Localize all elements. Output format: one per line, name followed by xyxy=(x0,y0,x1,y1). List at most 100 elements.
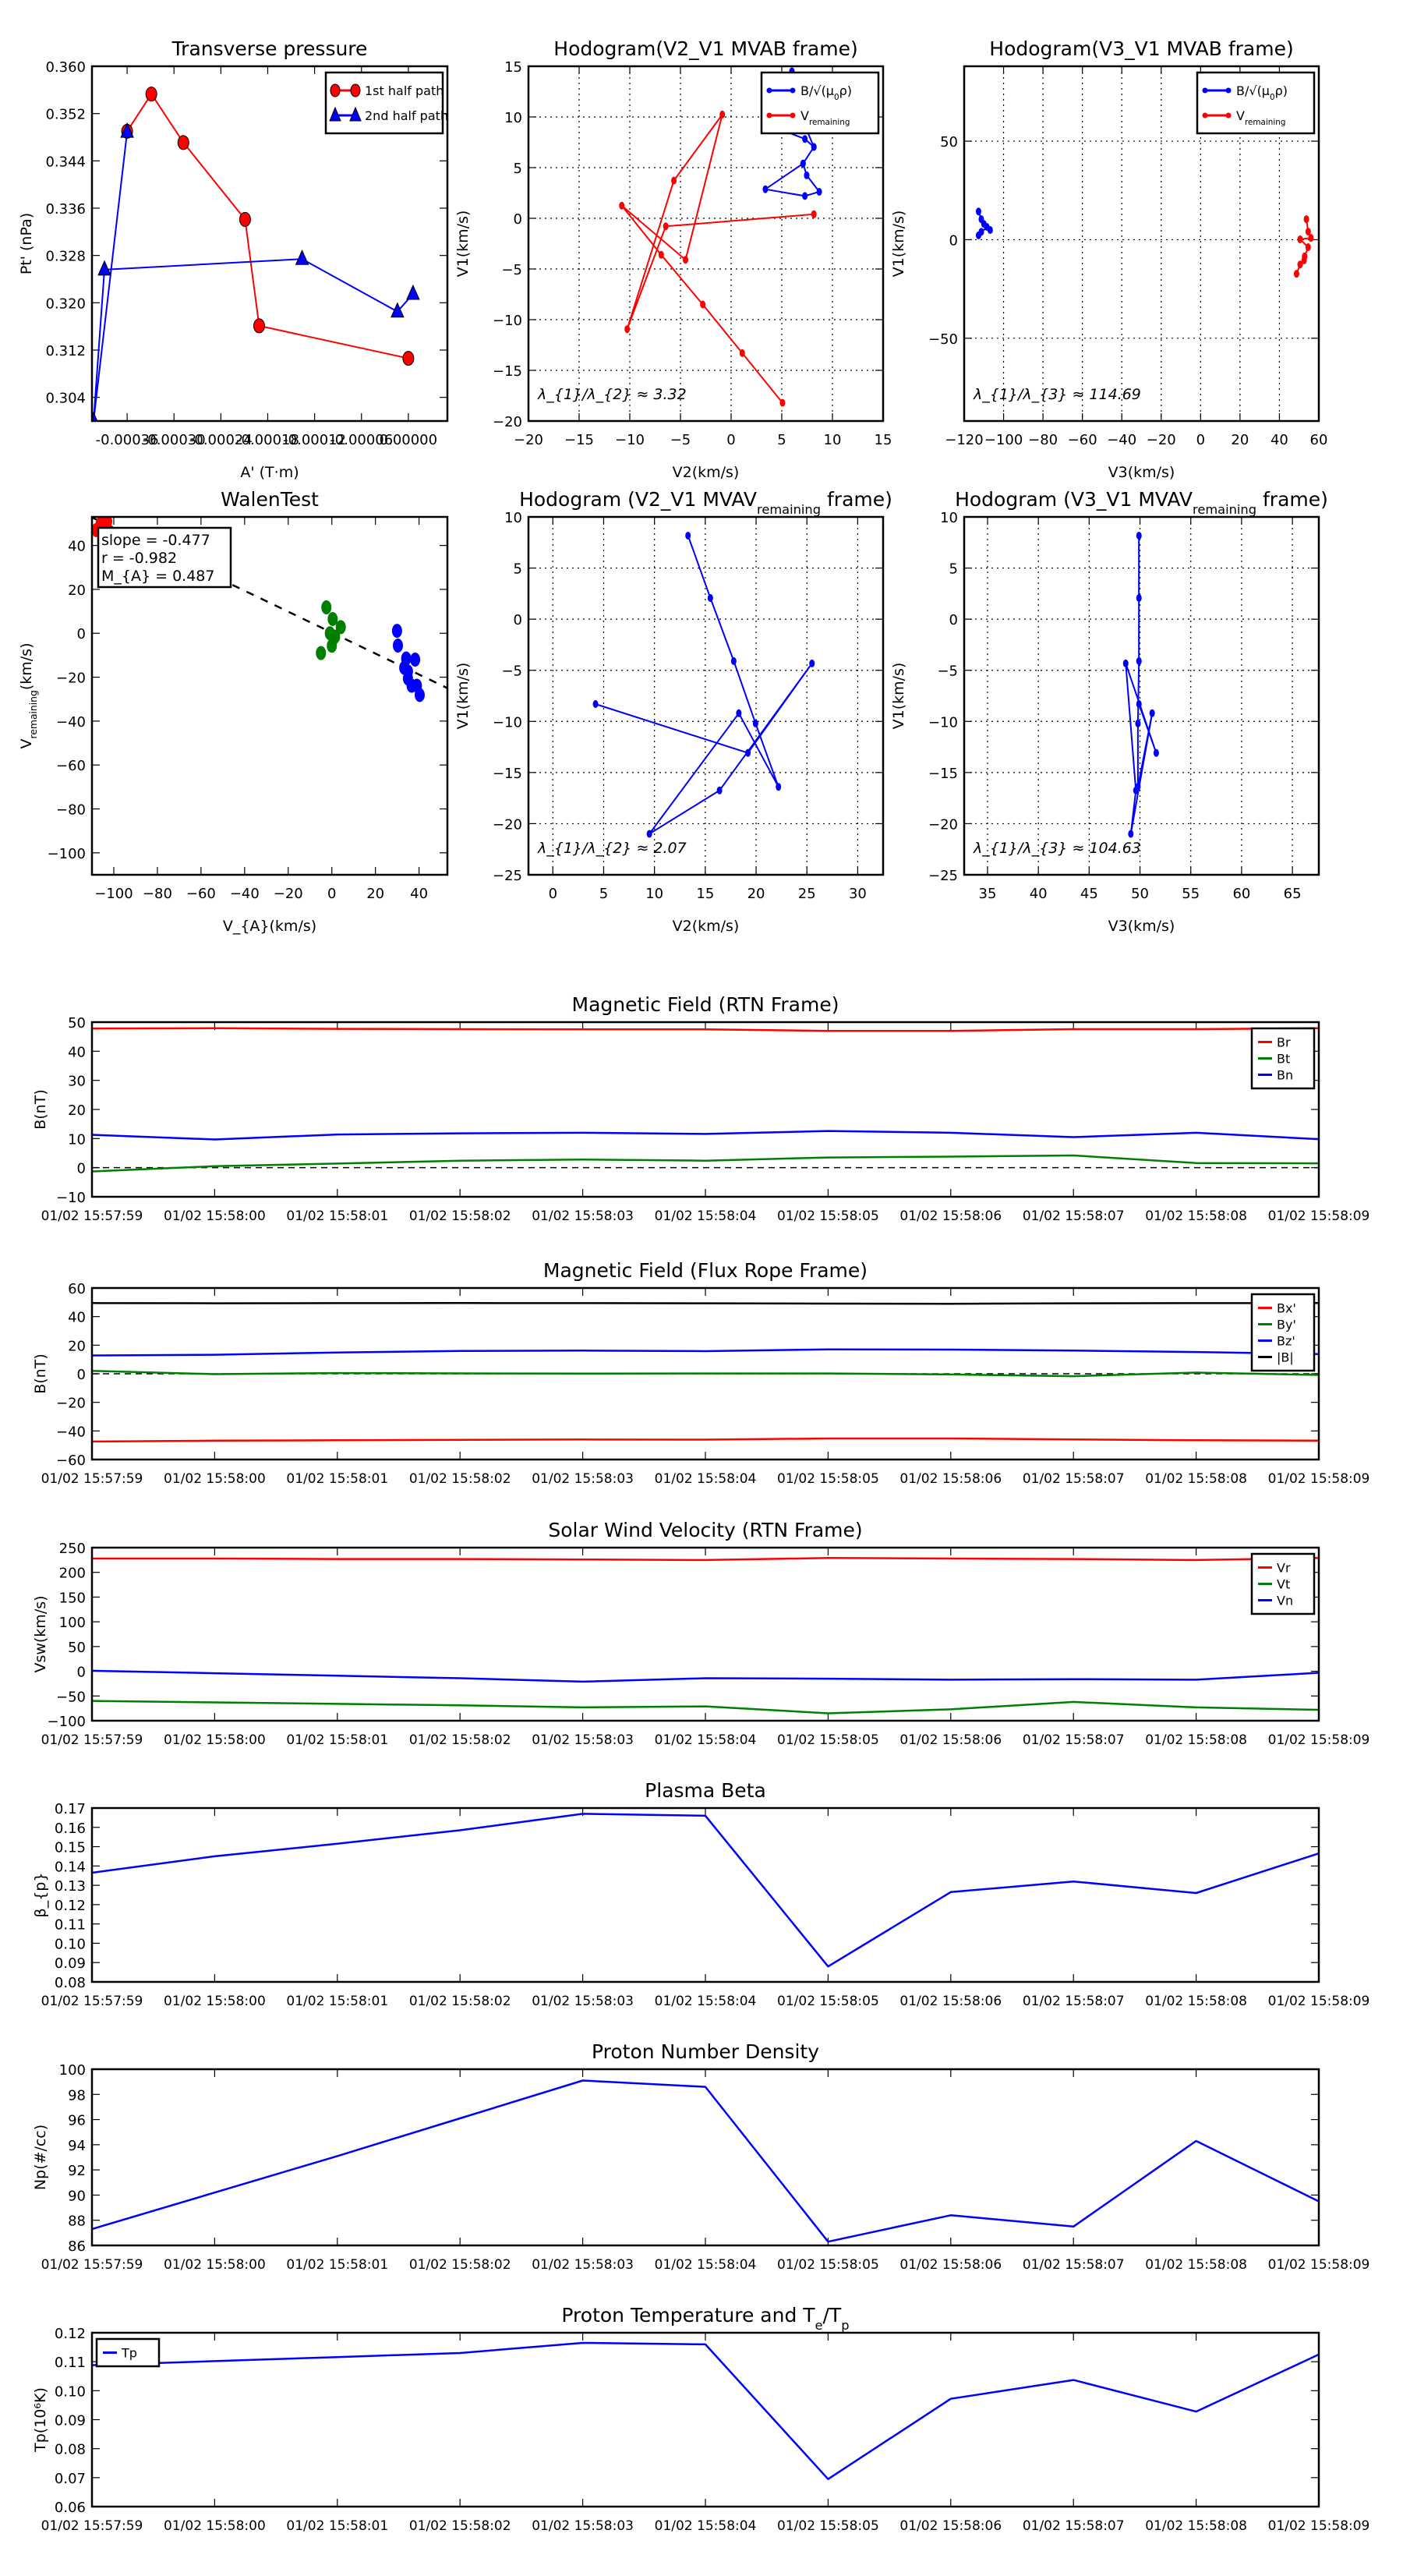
chart-proton-number-density: Proton Number Density 01/02 15:57:59 01/02… xyxy=(32,2040,1369,2273)
x-tick-label: 01/02 15:57:59 xyxy=(41,2257,143,2273)
y-tick-label: 0.08 xyxy=(55,1975,86,1991)
y-tick-label: 0.360 xyxy=(45,59,86,76)
legend-marker xyxy=(1202,112,1208,119)
chart-title: Hodogram(V2_V1 MVAB frame) xyxy=(553,37,857,60)
x-tick-label: 01/02 15:58:04 xyxy=(655,2257,757,2273)
y-tick-label: 94 xyxy=(68,2138,86,2154)
y-axis-label: V1(km/s) xyxy=(890,211,907,278)
x-tick-label: 60 xyxy=(1232,886,1250,902)
y-tick-label: 96 xyxy=(68,2113,86,2129)
y-tick-label: −20 xyxy=(493,414,522,430)
chart-title: Magnetic Field (RTN Frame) xyxy=(572,993,839,1016)
y-axis-label: V1(km/s) xyxy=(454,663,472,730)
y-tick-label: 88 xyxy=(68,2213,86,2230)
data-point xyxy=(97,260,111,276)
legend-marker xyxy=(329,106,341,122)
y-tick-label: 0 xyxy=(514,612,522,628)
data-point xyxy=(1305,228,1311,236)
data-point xyxy=(802,192,808,200)
data-point xyxy=(1149,709,1155,717)
y-tick-label: 200 xyxy=(59,1566,86,1582)
plot-area xyxy=(92,1027,1319,1173)
series-bx--line xyxy=(92,1437,1319,1443)
x-tick-label: −60 xyxy=(186,886,216,902)
chart-title: Hodogram(V3_V1 MVAB frame) xyxy=(989,37,1293,60)
data-point xyxy=(1122,659,1129,667)
axes-frame xyxy=(90,65,449,423)
legend: B/√(μ0ρ) Vremaining xyxy=(1196,71,1316,135)
data-point xyxy=(392,639,403,653)
legend-item: By' xyxy=(1258,1318,1296,1332)
y-axis-label: Vremaining(km/s) xyxy=(18,643,39,749)
data-point xyxy=(1133,786,1139,794)
y-tick-label: 0.352 xyxy=(45,107,86,123)
chart-walen-test: WalenTest −100 −80 −60 −40 −20 0 20 40 −100 −80 −60… xyxy=(18,488,449,935)
chart-title: Solar Wind Velocity (RTN Frame) xyxy=(548,1519,862,1541)
y-tick-label: −15 xyxy=(928,766,958,782)
data-point xyxy=(1308,234,1314,242)
x-tick-label: 01/02 15:58:01 xyxy=(286,1471,388,1487)
x-tick-label: 60 xyxy=(1310,432,1328,448)
x-tick-label: 01/02 15:58:04 xyxy=(655,1471,757,1487)
y-tick-label: −5 xyxy=(501,663,522,680)
y-tick-label: 0 xyxy=(77,1367,86,1383)
legend-marker xyxy=(790,112,796,119)
legend-frame xyxy=(760,71,880,135)
y-tick-label: 0.12 xyxy=(55,2326,86,2342)
y-tick-label: 0.11 xyxy=(55,2355,86,2371)
x-tick-label: −80 xyxy=(143,886,172,902)
legend-item: Vn xyxy=(1258,1594,1293,1608)
data-point xyxy=(177,135,189,150)
x-tick-label: 01/02 15:58:01 xyxy=(286,1994,388,2009)
x-tick-label: 01/02 15:58:09 xyxy=(1268,2257,1370,2273)
y-tick-label: 15 xyxy=(504,59,522,76)
y-tick-label: −50 xyxy=(928,331,958,348)
chart-transverse-pressure: Transverse pressure-0.00036-0.00030-0.00… xyxy=(18,37,449,481)
x-tick-label: −10 xyxy=(615,432,645,448)
legend-label: |B| xyxy=(1277,1350,1294,1365)
x-axis-label: V2(km/s) xyxy=(673,918,740,935)
legend-marker xyxy=(349,106,362,122)
x-tick-label: 01/02 15:58:08 xyxy=(1145,1732,1247,1748)
y-tick-label: 5 xyxy=(514,161,522,177)
data-point xyxy=(811,143,817,151)
data-point xyxy=(800,159,806,168)
y-tick-label: 10 xyxy=(940,510,958,526)
data-point xyxy=(752,719,758,727)
plot-area xyxy=(92,1557,1319,1714)
y-tick-label: −100 xyxy=(48,1714,86,1730)
legend-label: Br xyxy=(1277,1035,1291,1050)
data-point xyxy=(327,639,337,653)
y-tick-label: −60 xyxy=(56,758,86,774)
data-point xyxy=(663,222,669,231)
x-tick-label: -0.00036 xyxy=(96,432,159,448)
x-tick-label: 01/02 15:58:05 xyxy=(777,2518,879,2534)
x-tick-label: −100 xyxy=(94,886,133,902)
x-tick-label: 01/02 15:58:05 xyxy=(777,1732,879,1748)
y-tick-label: 0.312 xyxy=(45,343,86,359)
series-1st-half-path-line xyxy=(126,93,409,359)
y-tick-label: 98 xyxy=(68,2087,86,2104)
x-axis-label: V2(km/s) xyxy=(673,464,740,481)
x-tick-label: 01/02 15:58:01 xyxy=(286,1732,388,1748)
y-axis-label: Vsw(km/s) xyxy=(32,1595,49,1672)
series-bz--line xyxy=(92,1348,1319,1357)
legend-item: Vt xyxy=(1258,1577,1290,1592)
data-point xyxy=(391,302,405,318)
plot-area xyxy=(92,2341,1319,2480)
data-point xyxy=(1136,656,1142,665)
data-point xyxy=(975,207,981,216)
data-point xyxy=(327,611,338,626)
data-point xyxy=(1136,531,1142,540)
chart-magnetic-field-rtn: Magnetic Field (RTN Frame) 01/02 15:57:59… xyxy=(32,993,1369,1224)
chart-title: Transverse pressure xyxy=(171,37,368,60)
legend-marker xyxy=(350,83,361,97)
chart-title: Magnetic Field (Flux Rope Frame) xyxy=(543,1259,868,1282)
x-tick-label: 01/02 15:58:09 xyxy=(1268,2518,1370,2534)
legend-label: 2nd half path xyxy=(365,108,448,123)
legend-marker xyxy=(1202,87,1208,94)
x-tick-label: 01/02 15:58:03 xyxy=(532,1732,634,1748)
x-tick-label: 01/02 15:58:03 xyxy=(532,1994,634,2009)
data-point xyxy=(402,351,415,366)
